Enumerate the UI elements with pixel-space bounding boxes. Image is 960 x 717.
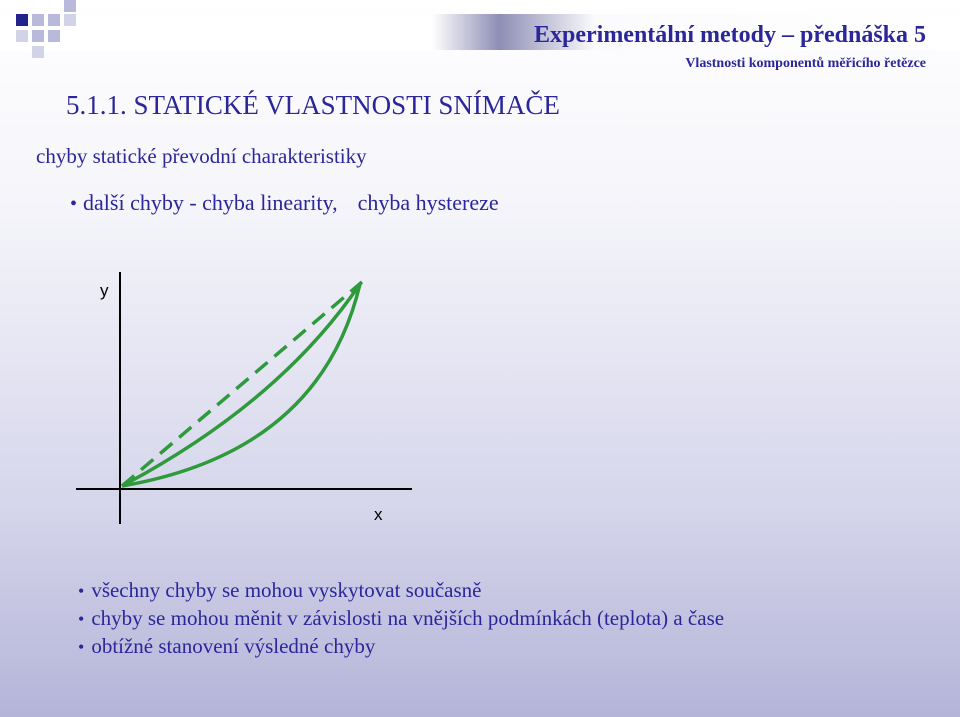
header-subtitle: Vlastnosti komponentů měřicího řetězce (685, 56, 926, 71)
bullet-dot-icon: • (70, 193, 78, 215)
list-item: • obtížné stanovení výsledné chyby (78, 634, 376, 658)
subheading: chyby statické převodní charakteristiky (36, 144, 367, 168)
linearity-error-label: chyba linearity, (202, 190, 338, 215)
header-title: Experimentální metody – přednáška 5 (533, 22, 926, 48)
x-axis-label: x (374, 505, 383, 524)
lower-hysteresis-curve (121, 283, 362, 488)
bullet-dot-icon: • (78, 581, 85, 601)
error-types-bullet: • další chyby - chyba linearity, chyba hys… (70, 190, 499, 216)
bullet-dot-icon: • (78, 609, 85, 629)
bullet-prefix: další chyby - (83, 190, 203, 215)
section-title: 5.1.1. STATICKÉ VLASTNOSTI SNÍMAČE (66, 90, 560, 120)
list-item: • všechny chyby se mohou vyskytovat souča… (78, 578, 482, 602)
logo-squares (0, 0, 80, 60)
hysteresis-diagram: y x (76, 272, 412, 524)
upper-hysteresis-curve (121, 283, 362, 488)
list-item: • chyby se mohou měnit v závislosti na vn… (78, 606, 725, 630)
header-band (0, 14, 960, 50)
ideal-linear-line (120, 280, 364, 488)
y-axis-label: y (100, 281, 109, 300)
hysteresis-error-label: chyba hystereze (357, 190, 499, 215)
bottom-bullet-list: • všechny chyby se mohou vyskytovat souča… (78, 576, 724, 660)
bullet-dot-icon: • (78, 637, 85, 657)
